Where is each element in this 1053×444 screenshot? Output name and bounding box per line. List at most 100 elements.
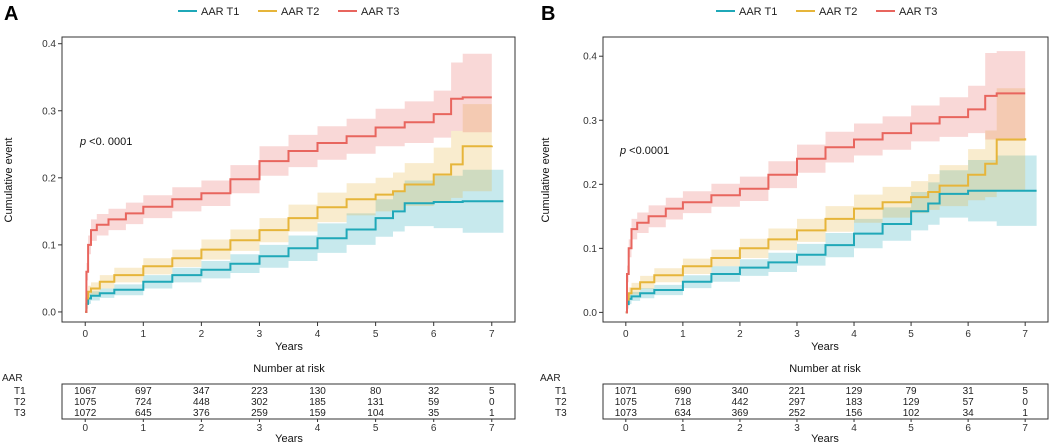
risk-b-xlabel: Years [811,433,839,444]
x-tick-label: 4 [315,329,321,340]
risk-x-tick-label: 0 [623,423,629,434]
plot-a-frame [61,36,516,323]
risk-b-xticks: 0 1 2 3 4 5 6 7 [623,419,1028,434]
risk-cell: 57 [963,397,975,408]
panel-a-letter: A [4,3,18,25]
risk-a-row-label-t3: T3 [14,408,26,419]
risk-cell: 223 [251,386,268,397]
risk-cell: 1 [489,408,495,419]
risk-b-row-label-t3: T3 [555,408,567,419]
ci-band-t2 [625,88,1026,313]
plot-b-xlabel: Years [811,341,839,353]
risk-cell: 31 [963,386,975,397]
risk-b-row-label-t2: T2 [555,397,567,408]
risk-x-tick-label: 7 [1022,423,1028,434]
risk-cell: 0 [489,397,495,408]
risk-cell: 129 [846,386,863,397]
series-line-t2 [85,145,493,313]
risk-a-cells: 1067 697 347 223 130 80 32 5 1075 724 448 302 185 131… [74,386,495,419]
risk-cell: 130 [309,386,326,397]
risk-a-xlabel: Years [275,433,303,444]
risk-cell: 1067 [74,386,97,397]
plot-b-lines [625,92,1037,314]
risk-cell: 724 [135,397,152,408]
risk-cell: 252 [789,408,806,419]
plot-a-bands [85,53,504,312]
risk-b-row-label-t1: T1 [555,386,567,397]
legend-a-label-t2: AAR T2 [281,6,319,18]
risk-x-tick-label: 1 [680,423,686,434]
x-tick-label: 0 [82,329,88,340]
series-line-t1 [625,189,1037,314]
risk-cell: 32 [428,386,440,397]
y-tick-label: 0.4 [583,52,597,63]
risk-cell: 297 [789,397,806,408]
x-tick-label: 5 [908,329,914,340]
plot-a-p-italic: p [79,136,86,148]
risk-table-b: Number at risk AAR T1 T2 T3 1071 690 340 22… [540,363,1049,444]
ci-band-t2 [85,104,492,312]
legend-b: AAR T1 AAR T2 AAR T3 [716,6,937,18]
risk-cell: 104 [367,408,384,419]
risk-a-xticks: 0 1 2 3 4 5 6 7 [82,419,495,434]
y-tick-label: 0.1 [583,244,597,255]
plot-b-frame [602,36,1049,323]
y-tick-label: 0.3 [42,106,56,117]
plot-b-bands [625,51,1037,313]
x-tick-label: 1 [141,329,147,340]
risk-cell: 129 [903,397,920,408]
ci-band-t3 [625,51,1026,313]
risk-cell: 1072 [74,408,97,419]
risk-cell: 35 [428,408,440,419]
y-tick-label: 0.3 [583,116,597,127]
risk-cell: 718 [675,397,692,408]
legend-b-label-t2: AAR T2 [819,6,857,18]
plot-b-yticks: 0.0 0.1 0.2 0.3 0.4 [583,52,603,319]
plot-a-p-value: p <0. 0001 [79,136,132,148]
series-line-t3 [625,92,1026,314]
risk-cell: 1073 [615,408,638,419]
ci-band-t1 [625,153,1037,313]
plot-b-p-italic: p [619,145,626,157]
risk-cell: 34 [963,408,975,419]
risk-a-group-label: AAR [2,373,23,384]
risk-a-row-label-t2: T2 [14,397,26,408]
y-tick-label: 0.4 [42,39,56,50]
legend-a-label-t1: AAR T1 [201,6,239,18]
risk-cell: 131 [367,397,384,408]
legend-b-label-t1: AAR T1 [739,6,777,18]
risk-x-tick-label: 3 [794,423,800,434]
risk-x-tick-label: 1 [141,423,147,434]
plot-a-yticks: 0.0 0.1 0.2 0.3 0.4 [42,39,62,318]
risk-cell: 1071 [615,386,638,397]
plot-a-xlabel: Years [275,341,303,353]
legend-a: AAR T1 AAR T2 AAR T3 [178,6,399,18]
risk-cell: 1 [1022,408,1028,419]
risk-cell: 185 [309,397,326,408]
x-tick-label: 6 [431,329,437,340]
risk-table-a: Number at risk AAR T1 T2 T3 1067 697 347 22… [2,363,516,444]
plot-b-p-rest: <0.0001 [626,145,669,157]
risk-cell: 183 [846,397,863,408]
risk-cell: 156 [846,408,863,419]
x-tick-label: 2 [199,329,205,340]
risk-x-tick-label: 6 [965,423,971,434]
x-tick-label: 3 [794,329,800,340]
y-tick-label: 0.2 [42,173,56,184]
risk-b-frame [602,383,1049,420]
risk-cell: 79 [906,386,918,397]
risk-a-row-label-t1: T1 [14,386,26,397]
risk-cell: 102 [903,408,920,419]
risk-x-tick-label: 4 [315,423,321,434]
legend-b-label-t3: AAR T3 [899,6,937,18]
plot-a-xticks: 0 1 2 3 4 5 6 7 [82,322,495,340]
risk-x-tick-label: 4 [851,423,857,434]
risk-cell: 645 [135,408,152,419]
risk-cell: 221 [789,386,806,397]
risk-cell: 376 [193,408,210,419]
y-tick-label: 0.0 [583,308,597,319]
risk-cell: 690 [675,386,692,397]
risk-cell: 159 [309,408,326,419]
legend-a-label-t3: AAR T3 [361,6,399,18]
